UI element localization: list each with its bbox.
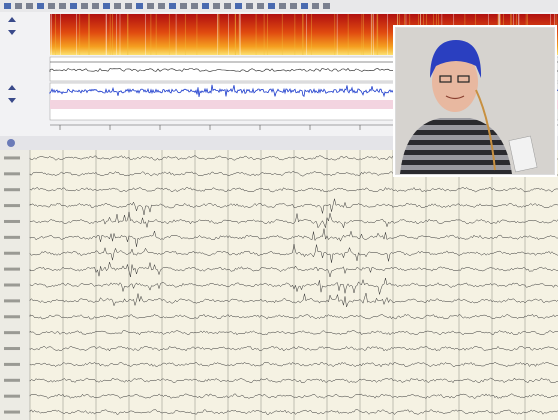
channel-label	[4, 315, 20, 318]
tool-button	[312, 3, 319, 9]
channel-label	[4, 363, 20, 366]
channel-label	[4, 236, 20, 239]
tool-button	[213, 3, 220, 9]
tool-button	[191, 3, 198, 9]
tool-button	[301, 3, 308, 9]
tool-button	[15, 3, 22, 9]
channel-label	[4, 188, 20, 191]
channel-label	[4, 395, 20, 398]
channel-label	[4, 268, 20, 271]
tool-button	[323, 3, 330, 9]
tool-button	[147, 3, 154, 9]
tool-button	[235, 3, 242, 9]
settings-button[interactable]	[7, 139, 15, 147]
tool-button	[59, 3, 66, 9]
tool-button	[70, 3, 77, 9]
channel-label	[4, 299, 20, 302]
channel-label	[4, 331, 20, 334]
tool-button	[26, 3, 33, 9]
channel-label	[4, 252, 20, 255]
tool-button	[4, 3, 11, 9]
tool-button	[202, 3, 209, 9]
tool-button	[246, 3, 253, 9]
tool-button	[103, 3, 110, 9]
tool-button	[81, 3, 88, 9]
video-inset	[394, 26, 556, 176]
tool-button	[114, 3, 121, 9]
tool-button	[92, 3, 99, 9]
tool-button	[158, 3, 165, 9]
tool-button	[268, 3, 275, 9]
tool-button	[125, 3, 132, 9]
channel-label	[4, 156, 20, 159]
channel-label	[4, 172, 20, 175]
tool-button	[136, 3, 143, 9]
tool-button	[37, 3, 44, 9]
tool-button	[257, 3, 264, 9]
tool-button	[224, 3, 231, 9]
tool-button	[279, 3, 286, 9]
tool-button	[290, 3, 297, 9]
channel-label	[4, 284, 20, 287]
tool-button	[180, 3, 187, 9]
channel-label	[4, 411, 20, 414]
tool-button	[169, 3, 176, 9]
tool-button	[48, 3, 55, 9]
channel-label	[4, 220, 20, 223]
channel-label	[4, 204, 20, 207]
channel-label	[4, 347, 20, 350]
channel-label	[4, 379, 20, 382]
